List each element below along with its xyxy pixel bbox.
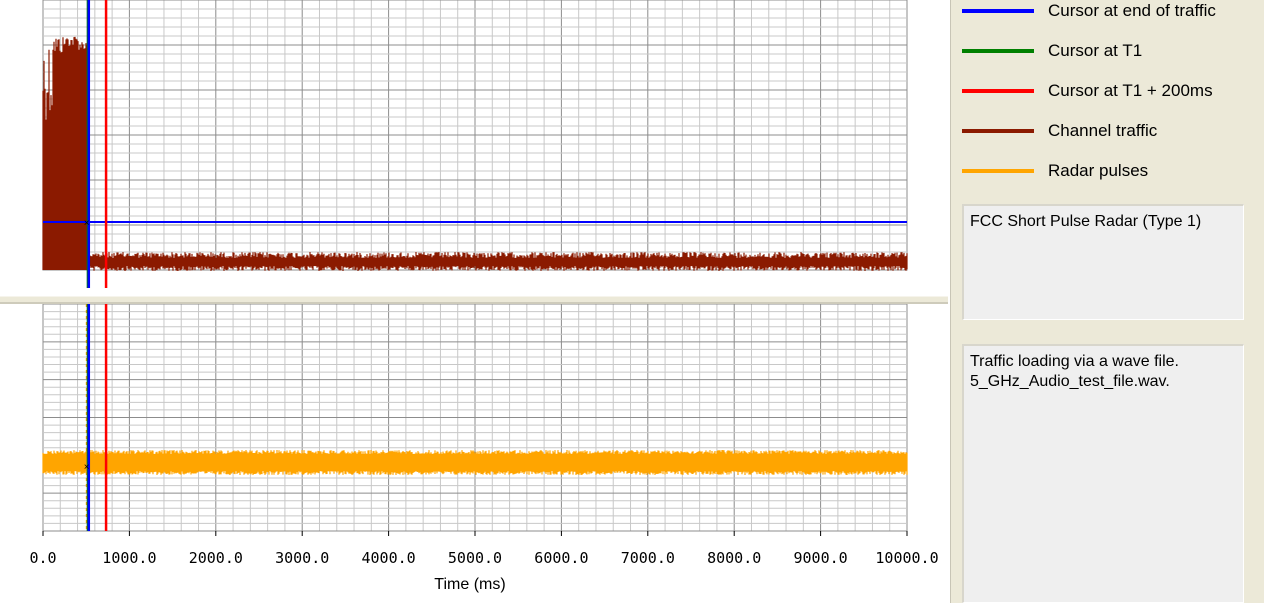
cursor-layer: ×× [43, 0, 907, 531]
legend-label: Channel traffic [1048, 121, 1158, 140]
channel-traffic-trace [42, 36, 908, 271]
legend-label: Cursor at T1 + 200ms [1048, 81, 1213, 100]
cursor-marker: × [84, 218, 90, 229]
cursor-marker: × [84, 462, 90, 473]
legend-label: Cursor at T1 [1048, 41, 1143, 60]
right-panel: Cursor at end of traffic Cursor at T1 Cu… [948, 0, 1264, 603]
x-axis-ticks: 0.0 1000.0 2000.0 3000.0 4000.0 5000.0 6000.0 7… [29, 531, 939, 567]
x-tick-label: 6000.0 [534, 549, 588, 567]
top-plot-grid [42, 0, 908, 271]
legend-label: Radar pulses [1048, 161, 1149, 180]
traffic-source-textbox[interactable]: Traffic loading via a wave file. 5_GHz_A… [962, 344, 1244, 603]
x-tick-label: 10000.0 [875, 549, 938, 567]
legend-label: Cursor at end of traffic [1048, 1, 1216, 20]
x-tick-label: 7000.0 [621, 549, 675, 567]
legend-swatch-red [962, 89, 1034, 93]
chart-area: × × 0.0 1000.0 2000.0 3000.0 4000.0 5000.0 6000… [0, 0, 950, 593]
legend-item-channel-traffic[interactable]: Channel traffic [962, 121, 1157, 141]
x-tick-label: 1000.0 [102, 549, 156, 567]
legend-swatch-orange [962, 169, 1034, 173]
x-tick-label: 8000.0 [707, 549, 761, 567]
x-tick-label: 4000.0 [362, 549, 416, 567]
legend-item-cursor-t1-200[interactable]: Cursor at T1 + 200ms [962, 81, 1213, 101]
legend-item-radar-pulses[interactable]: Radar pulses [962, 161, 1148, 181]
x-tick-label: 2000.0 [189, 549, 243, 567]
legend-item-cursor-t1[interactable]: Cursor at T1 [962, 41, 1142, 61]
plot-splitter[interactable] [0, 296, 950, 304]
legend-swatch-green [962, 49, 1034, 53]
x-tick-label: 5000.0 [448, 549, 502, 567]
x-tick-label: 9000.0 [794, 549, 848, 567]
radar-type-textbox[interactable]: FCC Short Pulse Radar (Type 1) [962, 204, 1244, 320]
x-tick-label: 0.0 [29, 549, 56, 567]
bottom-plot-grid [42, 303, 908, 532]
x-axis-title: Time (ms) [434, 576, 505, 593]
legend-item-cursor-end[interactable]: Cursor at end of traffic [962, 1, 1216, 21]
legend-swatch-blue [962, 9, 1034, 13]
x-tick-label: 3000.0 [275, 549, 329, 567]
chart-svg: ×× 0.0 1000.0 2000.0 3000.0 4000.0 5000.0 6000… [0, 0, 950, 593]
radar-pulses-trace [42, 450, 908, 475]
channel-traffic-series [42, 36, 908, 271]
legend-swatch-darkred [962, 129, 1034, 133]
